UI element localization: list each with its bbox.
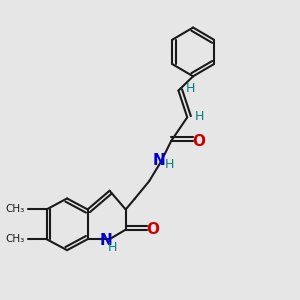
- Text: N: N: [100, 232, 112, 247]
- Text: H: H: [185, 82, 195, 95]
- Text: O: O: [147, 222, 160, 237]
- Text: CH₃: CH₃: [5, 234, 25, 244]
- Text: O: O: [192, 134, 205, 148]
- Text: N: N: [152, 154, 165, 169]
- Text: H: H: [165, 158, 174, 171]
- Text: H: H: [108, 241, 117, 254]
- Text: H: H: [194, 110, 204, 123]
- Text: CH₃: CH₃: [5, 204, 25, 214]
